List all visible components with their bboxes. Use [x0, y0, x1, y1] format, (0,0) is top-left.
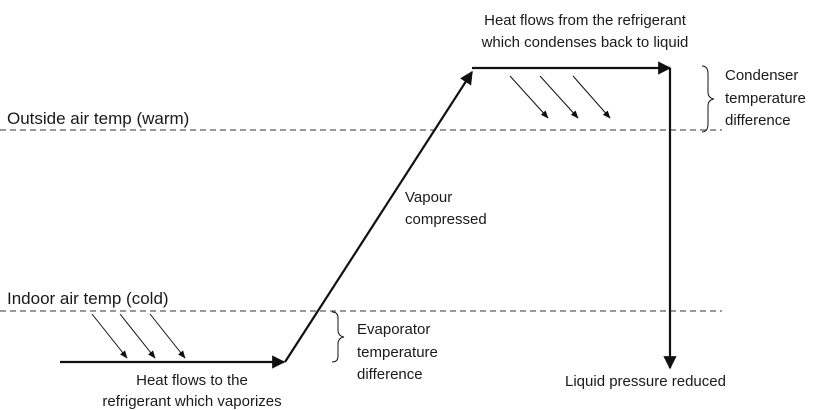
evaporator-difference-text: Evaporator — [357, 321, 430, 338]
condenser-brace — [701, 65, 715, 133]
evaporator-difference-text: temperature — [357, 344, 438, 361]
heat-in-arrows — [91, 313, 186, 359]
heat-arrow — [509, 75, 549, 119]
heat-arrow — [539, 75, 579, 119]
compression-text: Vapour — [405, 189, 452, 206]
heat-arrow — [149, 313, 186, 359]
outside-temp-label: Outside air temp (warm) — [7, 109, 189, 128]
condenser-difference-text: difference — [725, 112, 791, 129]
heat-arrow — [572, 75, 611, 119]
condenser-heat-text: Heat flows from the refrigerant — [484, 12, 687, 29]
compression-arrow — [284, 70, 473, 363]
heat-arrow — [91, 313, 128, 359]
condenser-difference-text: Condenser — [725, 67, 798, 84]
evaporator-brace — [331, 311, 345, 363]
evaporator-difference-text: difference — [357, 366, 423, 383]
evaporator-heat-text: refrigerant which vaporizes — [102, 393, 281, 410]
condenser-difference-text: temperature — [725, 90, 806, 107]
heat-out-arrows — [509, 75, 611, 119]
expansion-text: Liquid pressure reduced — [565, 373, 726, 390]
indoor-temp-label: Indoor air temp (cold) — [7, 289, 169, 308]
heat-arrow — [119, 313, 156, 359]
condenser-heat-text: which condenses back to liquid — [481, 34, 689, 51]
evaporator-heat-text: Heat flows to the — [136, 372, 248, 389]
compression-text: compressed — [405, 211, 487, 228]
